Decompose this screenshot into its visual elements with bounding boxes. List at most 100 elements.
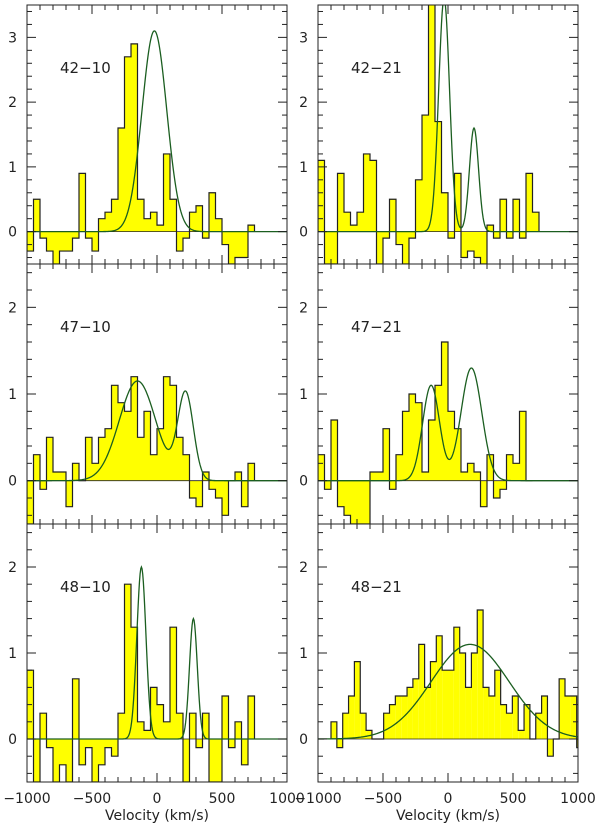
histogram-bar — [459, 653, 466, 739]
histogram-bar — [436, 635, 443, 739]
histogram-bar — [131, 376, 138, 481]
histogram-bar — [66, 231, 73, 252]
histogram-bar — [357, 480, 364, 524]
histogram-bar — [196, 205, 203, 232]
histogram-bar — [337, 173, 344, 232]
histogram-bar — [72, 678, 79, 739]
panel-2: 0 1 2 3 42−21 — [299, 4, 579, 265]
panel-4: 0 1 2 47−21 — [299, 263, 579, 525]
histogram-bar — [241, 739, 248, 765]
histogram-bar — [137, 199, 144, 232]
panel-label: 42−10 — [60, 59, 111, 77]
histogram-bar — [85, 437, 92, 481]
histogram-bar — [157, 428, 164, 481]
histogram-bar — [383, 713, 390, 739]
histogram-bar — [248, 696, 255, 739]
x-tick-label: 0 — [153, 791, 162, 807]
histogram-bar — [176, 231, 183, 252]
histogram-bar — [92, 739, 99, 782]
histogram-bar — [430, 661, 437, 739]
histogram-bar — [360, 713, 367, 739]
histogram-bar — [222, 696, 229, 739]
histogram-bar — [366, 730, 372, 739]
histogram-bar — [215, 739, 222, 782]
y-tick-label: 2 — [8, 300, 17, 316]
histogram-bar — [202, 231, 209, 239]
histogram-bar — [506, 713, 513, 739]
histogram-bar — [376, 472, 383, 481]
y-tick-label: 2 — [299, 95, 308, 111]
y-tick-label: 1 — [299, 387, 308, 403]
y-tick-label: 3 — [8, 30, 17, 46]
histogram-bar — [196, 739, 203, 748]
x-tick-label: −1000 — [3, 791, 50, 807]
histogram-bar — [318, 160, 325, 232]
histogram-step-line — [27, 583, 256, 782]
histogram-bar — [111, 199, 118, 232]
histogram-bar — [163, 376, 170, 481]
histogram-bar — [409, 394, 416, 481]
histogram-bar — [241, 231, 248, 258]
histogram-bar — [235, 231, 242, 258]
y-tick-label: 1 — [8, 646, 17, 662]
histogram-bar — [402, 231, 409, 264]
x-tick-label: −1000 — [294, 791, 341, 807]
histogram-bar — [570, 696, 577, 739]
panel-1: 0 1 2 3 42−10 — [8, 4, 288, 265]
gaussian-fit-line — [318, 367, 578, 482]
y-tick-label: 1 — [8, 160, 17, 176]
histogram-bar — [150, 687, 157, 739]
histogram-bar — [467, 463, 474, 481]
histogram-bar — [396, 231, 403, 245]
histogram-bar — [512, 696, 519, 739]
histogram-bar — [480, 480, 487, 507]
histogram-bar — [474, 231, 481, 258]
histogram-bar — [40, 231, 47, 239]
histogram-bar — [441, 192, 448, 232]
histogram-bar — [336, 739, 343, 748]
x-tick-label: −500 — [364, 791, 402, 807]
histogram-step-line — [318, 5, 540, 264]
histogram-bar — [53, 472, 60, 481]
histogram-bar — [33, 454, 40, 481]
histogram-bar — [435, 385, 442, 481]
histogram-bar — [500, 480, 507, 490]
y-tick-label: 0 — [8, 474, 17, 490]
x-axis-title: Velocity (km/s) — [396, 808, 500, 824]
histogram-bar — [448, 670, 454, 739]
y-tick-label: 0 — [299, 474, 308, 490]
histogram-bar — [189, 480, 196, 498]
y-tick-label: 0 — [8, 732, 17, 748]
histogram-bar — [40, 480, 47, 490]
histogram-bar — [144, 411, 151, 481]
histogram-bar — [235, 472, 242, 481]
histogram-bar — [350, 225, 357, 232]
gaussian-fit-line — [27, 565, 287, 740]
histogram-bar — [518, 730, 525, 739]
histogram-bar — [137, 437, 144, 481]
histogram-bar — [435, 121, 442, 232]
histogram-bar — [559, 678, 565, 739]
histogram-bar — [513, 199, 520, 232]
x-tick-label: 0 — [444, 791, 453, 807]
panel-3: 0 1 2 47−10 — [8, 263, 288, 525]
histogram-bar — [500, 704, 507, 739]
histogram-bar — [85, 231, 92, 239]
histogram-bar — [222, 480, 229, 516]
histogram-step-line — [330, 609, 578, 757]
y-tick-label: 1 — [299, 160, 308, 176]
panel-label: 47−21 — [351, 318, 402, 336]
histogram-bar — [494, 670, 501, 739]
histogram-bar — [565, 696, 571, 739]
panel-plot-area — [318, 5, 578, 264]
histogram-bar — [424, 687, 431, 739]
histogram-step-line — [27, 43, 256, 264]
histogram-bar — [72, 463, 79, 481]
histogram-bar — [348, 696, 355, 739]
histogram-bar — [407, 687, 413, 739]
histogram-bar — [228, 739, 235, 748]
histogram-bar — [124, 411, 131, 481]
histogram-bar — [53, 231, 60, 264]
panel-plot-area — [318, 609, 578, 757]
